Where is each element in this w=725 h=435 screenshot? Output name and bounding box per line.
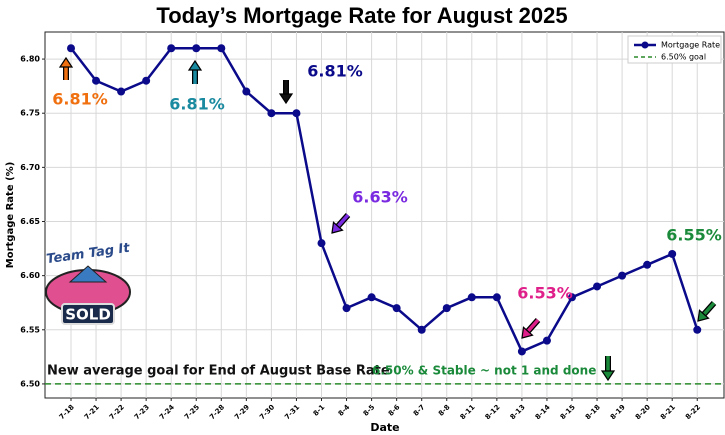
data-point (292, 109, 301, 118)
legend-box (627, 35, 722, 64)
data-point (668, 249, 677, 258)
data-point (267, 109, 276, 118)
x-tick-label: 8-14 (534, 403, 552, 421)
arrow-head (521, 326, 534, 339)
arrow (336, 213, 350, 228)
x-tick-label: 7-30 (258, 403, 276, 421)
x-tick-label: 8-12 (484, 403, 502, 421)
x-tick-label: 7-25 (183, 403, 201, 421)
x-tick-label: 8-18 (584, 403, 602, 421)
annotation: 6.81% (307, 62, 363, 81)
x-axis-label: Date (370, 421, 399, 434)
x-tick-label: 8-21 (659, 403, 677, 421)
data-point (167, 44, 176, 53)
data-point (643, 260, 652, 269)
series-line (70, 46, 699, 354)
x-tick-label: 8-4 (337, 403, 352, 418)
arrow-head (331, 221, 344, 234)
data-point (192, 44, 201, 53)
x-tick-label: 8-6 (387, 403, 402, 418)
x-tick-label: 7-31 (283, 403, 301, 421)
arrow-head (187, 59, 203, 71)
data-point (367, 293, 376, 302)
plot-frame (44, 31, 725, 399)
y-tick-label: 6.80 (20, 55, 40, 64)
annotation: New average goal for End of August Base … (47, 364, 390, 379)
y-tick-label: 6.50 (20, 379, 40, 388)
arrow (526, 318, 540, 333)
arrow-head (600, 370, 616, 382)
data-point (442, 304, 451, 313)
arrow-head (58, 56, 74, 68)
y-axis-label: Mortgage Rate (%) (5, 162, 16, 269)
data-point (467, 293, 476, 302)
annotation: 6.55% (666, 226, 722, 245)
x-tick-label: 7-29 (233, 403, 251, 421)
data-point (693, 325, 702, 334)
data-point (593, 282, 602, 291)
arrow-head (278, 93, 294, 105)
data-point (342, 304, 351, 313)
logo-text: SOLD (65, 306, 111, 324)
legend-label: Mortgage Rate (661, 41, 720, 50)
x-tick-label: 8-11 (459, 403, 477, 421)
x-tick-label: 8-8 (437, 403, 452, 418)
y-tick-label: 6.55 (20, 325, 40, 334)
data-point (417, 325, 426, 334)
x-tick-label: 7-21 (83, 403, 101, 421)
y-tick-label: 6.75 (20, 109, 40, 118)
annotation: 6.81% (169, 95, 225, 114)
logo-shape (68, 265, 108, 283)
arrow (702, 301, 716, 316)
data-point (568, 293, 576, 302)
data-point (517, 347, 526, 356)
chart-title: Today’s Mortgage Rate for August 2025 (156, 3, 567, 28)
logo-shape (61, 303, 115, 325)
annotation: 6.53% (517, 284, 573, 303)
data-point (117, 87, 126, 96)
data-point (492, 293, 501, 302)
x-tick-label: 8-22 (684, 403, 702, 421)
x-tick-label: 7-24 (158, 403, 176, 421)
x-tick-label: 7-28 (208, 403, 226, 421)
y-tick-label: 6.70 (20, 163, 40, 172)
data-point (92, 76, 101, 85)
annotation: 6.81% (52, 90, 108, 109)
x-tick-label: 7-18 (58, 403, 76, 421)
data-point (618, 271, 627, 280)
data-point (217, 44, 226, 53)
y-tick-label: 6.65 (20, 217, 40, 226)
legend-swatch (641, 41, 649, 49)
legend-label: 6.50% goal (661, 53, 706, 62)
x-tick-label: 8-19 (609, 403, 627, 421)
annotation: 6.50% & Stable ~ not 1 and done (372, 364, 596, 378)
x-tick-label: 8-20 (634, 403, 652, 421)
x-tick-label: 8-5 (362, 403, 377, 418)
data-point (67, 44, 75, 53)
data-point (392, 304, 401, 313)
x-tick-label: 8-13 (509, 403, 527, 421)
x-tick-label: 8-7 (412, 403, 427, 418)
x-tick-label: 7-22 (108, 403, 126, 421)
x-tick-label: 7-23 (133, 403, 151, 421)
data-point (142, 76, 151, 85)
annotation: 6.63% (352, 188, 408, 207)
data-point (317, 239, 326, 248)
arrow-head (697, 309, 710, 322)
x-tick-label: 8-15 (559, 403, 577, 421)
y-tick-label: 6.60 (20, 271, 40, 280)
data-point (542, 336, 551, 345)
legend: Mortgage Rate 6.50% goal (627, 35, 722, 64)
x-tick-label: 8-1 (312, 403, 327, 418)
data-point (242, 87, 251, 96)
